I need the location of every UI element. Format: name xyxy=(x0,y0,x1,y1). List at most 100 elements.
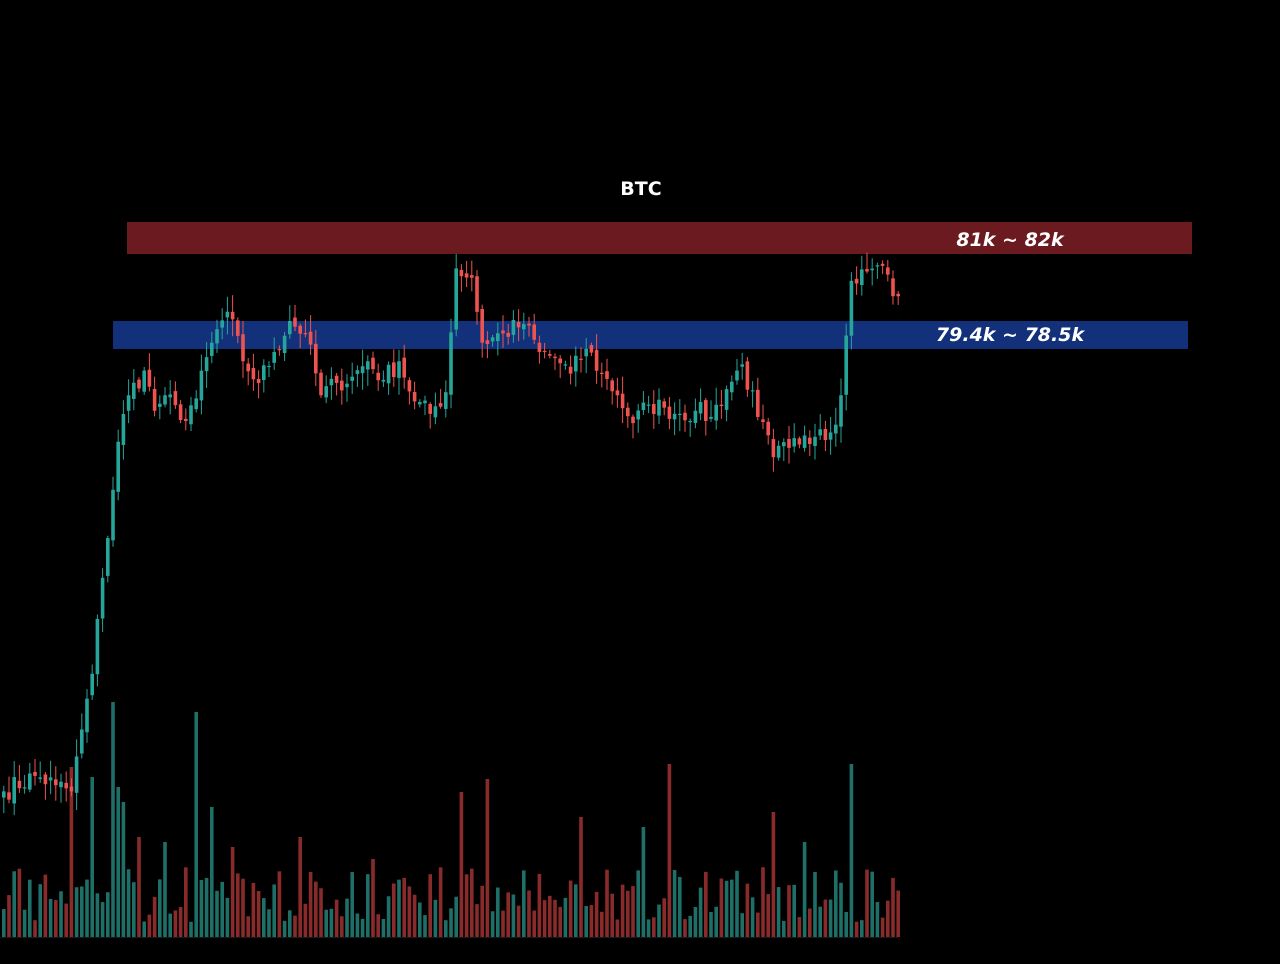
volume-bar xyxy=(865,869,869,937)
volume-bar xyxy=(631,886,635,937)
volume-bar xyxy=(168,913,172,937)
candle xyxy=(834,407,838,447)
volume-bar xyxy=(366,874,370,937)
volume-bar xyxy=(714,906,718,937)
candle xyxy=(844,323,848,411)
volume-bar xyxy=(563,897,568,937)
candle xyxy=(828,416,833,455)
volume-bar xyxy=(355,913,360,937)
volume-bar xyxy=(808,908,812,937)
candle xyxy=(698,388,703,421)
candle xyxy=(631,414,635,439)
volume-bar xyxy=(615,919,620,937)
candle-layer xyxy=(1,252,900,816)
volume-bar xyxy=(80,886,84,937)
candle xyxy=(444,380,448,418)
candle xyxy=(334,373,339,396)
volume-bar xyxy=(672,870,677,937)
candle xyxy=(28,762,32,793)
volume-bar xyxy=(28,879,32,937)
volume-bar xyxy=(319,888,323,937)
zones-layer xyxy=(113,222,1192,349)
volume-bar xyxy=(428,874,432,937)
volume-bar xyxy=(132,882,136,937)
volume-bar xyxy=(854,921,859,937)
volume-bar xyxy=(589,905,594,937)
volume-bar xyxy=(750,897,755,937)
volume-bar xyxy=(12,871,16,937)
candle xyxy=(230,295,235,337)
candle xyxy=(272,337,276,370)
candle xyxy=(782,438,786,461)
volume-bar xyxy=(282,920,287,937)
volume-bar xyxy=(85,879,89,937)
volume-bar xyxy=(147,914,152,937)
volume-bar xyxy=(381,918,386,937)
volume-bar xyxy=(272,884,276,937)
volume-bar xyxy=(95,893,100,937)
volume-bar xyxy=(745,883,750,937)
candle xyxy=(735,358,739,385)
volume-bar xyxy=(719,878,724,937)
candle xyxy=(22,774,27,794)
volume-bar xyxy=(48,898,53,937)
volume-bar xyxy=(646,919,651,937)
volume-bar xyxy=(558,906,562,937)
candle xyxy=(184,408,188,431)
volume-bar xyxy=(678,877,682,937)
volume-bar xyxy=(246,916,250,937)
candle xyxy=(293,304,297,332)
candle xyxy=(314,329,318,387)
volume-bar xyxy=(220,881,224,937)
candle xyxy=(641,391,646,415)
volume-bar xyxy=(584,906,588,937)
volume-bar xyxy=(574,884,578,937)
volume-bar xyxy=(610,893,614,937)
candle xyxy=(392,349,396,387)
volume-bar xyxy=(288,910,292,937)
volume-bar xyxy=(215,890,219,937)
volume-bar xyxy=(7,895,11,937)
volume-bar xyxy=(485,779,490,937)
volume-bar xyxy=(896,890,900,937)
volume-bar xyxy=(241,878,245,937)
zone-label-resistance: 81k ~ 82k xyxy=(956,229,1065,251)
candle xyxy=(636,403,640,433)
volume-bar xyxy=(698,887,703,937)
candle xyxy=(85,689,89,743)
zone-band-resistance xyxy=(127,222,1192,254)
volume-bar xyxy=(886,900,890,937)
candle xyxy=(724,385,729,422)
volume-bar xyxy=(106,892,110,937)
candle xyxy=(329,367,334,400)
candle xyxy=(501,315,505,348)
candle xyxy=(132,369,136,411)
candle xyxy=(371,351,375,375)
candle xyxy=(251,353,256,391)
candle xyxy=(54,766,58,801)
candle xyxy=(412,381,417,410)
volume-bar xyxy=(704,871,708,937)
candle xyxy=(880,260,885,275)
volume-bar xyxy=(766,894,770,937)
candle xyxy=(849,272,854,350)
candle xyxy=(407,377,412,405)
volume-bar xyxy=(22,909,27,937)
candle xyxy=(59,773,63,803)
volume-bar xyxy=(111,702,115,937)
volume-bar xyxy=(418,902,422,937)
volume-bar xyxy=(537,873,542,937)
candle xyxy=(527,316,531,337)
volume-bar xyxy=(771,812,776,937)
volume-bar xyxy=(761,867,765,937)
candle xyxy=(33,759,37,786)
zone-band-support xyxy=(113,321,1188,349)
candle xyxy=(386,361,391,395)
candle xyxy=(511,310,516,343)
volume-bar xyxy=(756,912,760,937)
candle xyxy=(433,392,438,425)
candle xyxy=(532,313,536,345)
volume-bar xyxy=(277,871,282,937)
candle xyxy=(215,319,219,353)
volume-bar xyxy=(834,870,838,937)
